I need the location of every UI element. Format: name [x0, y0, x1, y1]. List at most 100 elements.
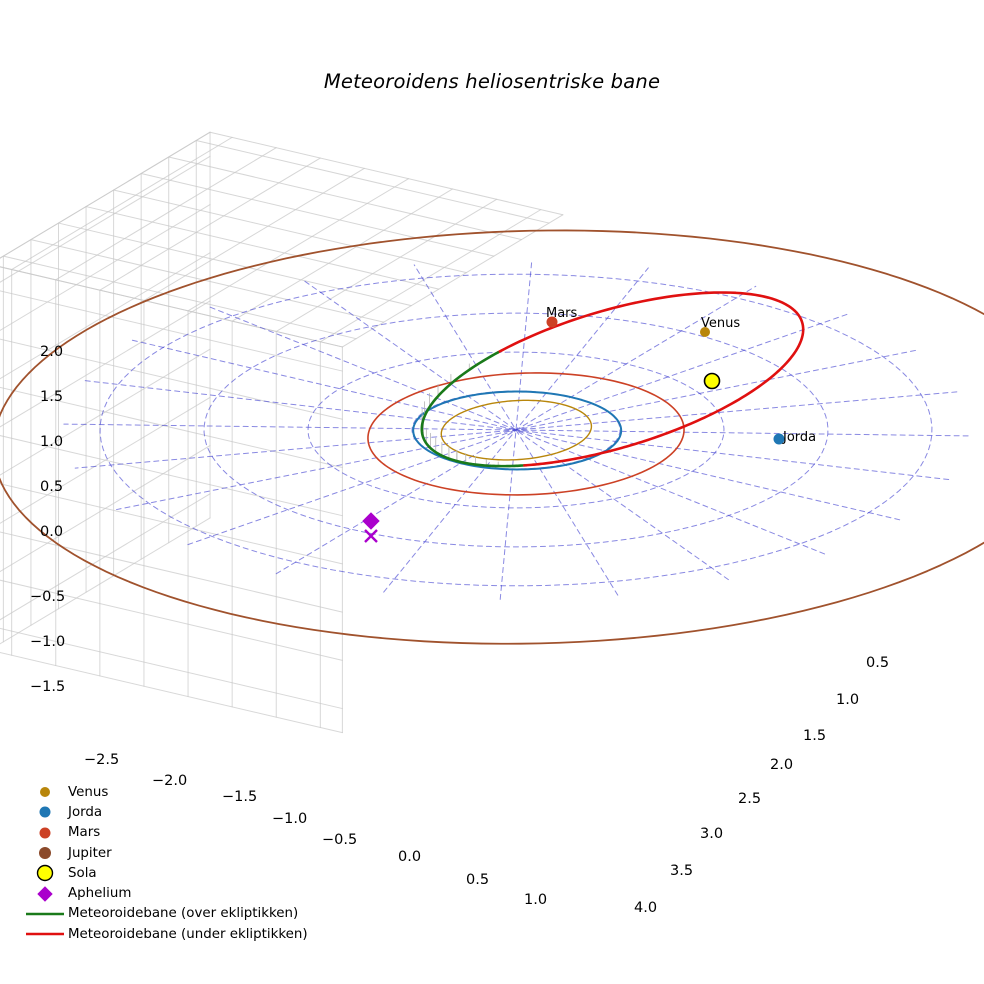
z-tick-label: 1.0: [40, 434, 64, 450]
pane-grid-line: [0, 204, 211, 332]
pane-grid-line: [0, 435, 343, 517]
x-tick-label: −0.5: [322, 832, 358, 848]
x-tick-label: −1.5: [222, 789, 258, 805]
z-tick-label: −1.0: [30, 634, 66, 650]
y-tick-label: 3.5: [670, 863, 694, 879]
venus-label: Venus: [701, 316, 741, 331]
legend-item[interactable]: Meteoroidebane (under ekliptikken): [22, 924, 342, 944]
legend-marker-meteoroidebane: [22, 904, 68, 924]
pane-grid-line: [0, 266, 343, 348]
z-tick-label: 0.5: [40, 479, 64, 495]
y-tick-label: 0.5: [866, 655, 890, 671]
pane-grid-line: [0, 517, 211, 645]
legend-item[interactable]: Aphelium: [22, 883, 342, 903]
legend-marker-meteoroidebane: [22, 924, 68, 944]
pane-grid-line: [0, 155, 211, 283]
legend-label: Aphelium: [68, 886, 132, 902]
pane-grid-line: [0, 579, 343, 661]
pane-grid-line: [2, 255, 357, 340]
pane-grid-line: [143, 167, 365, 301]
pane-grid-line: [0, 493, 211, 621]
pane-grid-line: [231, 188, 454, 322]
legend-item[interactable]: Jorda: [22, 802, 342, 822]
legend-label: Mars: [68, 825, 101, 841]
z-tick-label: 2.0: [40, 344, 64, 360]
legend-marker-venus: [22, 782, 68, 802]
planet-orbit-venus: [440, 399, 593, 461]
pane-grid-line: [55, 147, 277, 281]
y-tick-label: 2.0: [770, 757, 794, 773]
pane-grid-line: [195, 139, 550, 224]
x-tick-label: −1.0: [272, 811, 308, 827]
pane-grid-line: [0, 290, 343, 372]
planet-orbit-mars: [367, 372, 685, 496]
legend-label: Meteoroidebane (over ekliptikken): [68, 906, 299, 922]
pane-grid-line: [140, 173, 495, 257]
x-tick-label: 0.0: [398, 849, 422, 865]
pane-grid-line: [275, 198, 498, 332]
legend-marker-sola: [22, 863, 68, 883]
planet-orbit-jupiter: [0, 229, 984, 645]
y-tick-label: 2.5: [738, 791, 762, 807]
page-title: Meteoroidens heliosentriske bane: [323, 70, 661, 93]
jorda-marker: [773, 433, 785, 445]
legend-item[interactable]: Jupiter: [22, 843, 342, 863]
jorda-label: Jorda: [783, 430, 817, 445]
legend-label: Jupiter: [68, 845, 112, 861]
legend-label: Sola: [68, 865, 97, 881]
x-tick-label: 0.5: [466, 872, 490, 888]
aphelium-projection-x: [364, 529, 378, 543]
legend-item[interactable]: Mars: [22, 823, 342, 843]
z-tick-label: −0.5: [30, 589, 66, 605]
y-tick-label: 4.0: [634, 900, 658, 916]
pane-grid-line: [187, 178, 409, 312]
pane-grid-line: [113, 189, 467, 274]
pane-grid-line: [0, 483, 343, 565]
legend-label: Jorda: [68, 804, 103, 820]
pane-grid-line: [341, 214, 564, 348]
pane-grid-line: [0, 386, 343, 468]
pane-grid-line: [0, 651, 343, 734]
venus-marker: [700, 327, 710, 337]
meteoroid-orbit-over: [455, 459, 526, 468]
z-tick-label: 0.0: [40, 524, 64, 540]
pane-grid-line: [0, 627, 343, 710]
y-tick-label: 1.5: [803, 728, 827, 744]
pane-grid-line: [319, 209, 542, 343]
chart-legend: Venus Jorda Mars Jupiter Sola Aphelium Meteoro…: [22, 782, 342, 944]
legend-marker-mars: [22, 823, 68, 843]
pane-grid-line: [0, 338, 343, 420]
pane-grid-line: [85, 206, 440, 290]
z-tick-label: 1.5: [40, 389, 64, 405]
legend-item[interactable]: Venus: [22, 782, 342, 802]
planet-orbit-jorda: [412, 390, 623, 471]
legend-marker-aphelium: [22, 884, 68, 904]
meteoroid-orbit-over: [420, 351, 500, 463]
legend-label: Venus: [68, 784, 109, 800]
pane-grid-line: [11, 136, 233, 271]
pane-grid-line: [209, 131, 564, 216]
ecliptic-radial-line: [499, 260, 533, 600]
legend-item[interactable]: Meteoroidebane (over ekliptikken): [22, 904, 342, 924]
pane-grid-line: [0, 300, 211, 428]
pane-grid-line: [0, 348, 211, 476]
ecliptic-radial-line: [303, 279, 729, 581]
pane-grid-line: [0, 131, 211, 259]
x-tick-label: 1.0: [524, 892, 548, 908]
z-tick-label: −1.5: [30, 679, 66, 695]
ecliptic-radial-line: [131, 339, 901, 521]
x-tick-label: −2.5: [84, 752, 120, 768]
ecliptic-radial-line: [184, 313, 848, 547]
ecliptic-radial-line: [116, 349, 916, 511]
pane-grid-line: [168, 156, 523, 241]
legend-marker-jorda: [22, 802, 68, 822]
legend-label: Meteoroidebane (under ekliptikken): [68, 926, 308, 942]
pane-grid-line: [0, 396, 211, 524]
aphelium-marker: [362, 512, 380, 530]
x-tick-label: −2.0: [152, 773, 188, 789]
legend-item[interactable]: Sola: [22, 863, 342, 883]
legend-marker-jupiter: [22, 843, 68, 863]
y-tick-label: 3.0: [700, 826, 724, 842]
